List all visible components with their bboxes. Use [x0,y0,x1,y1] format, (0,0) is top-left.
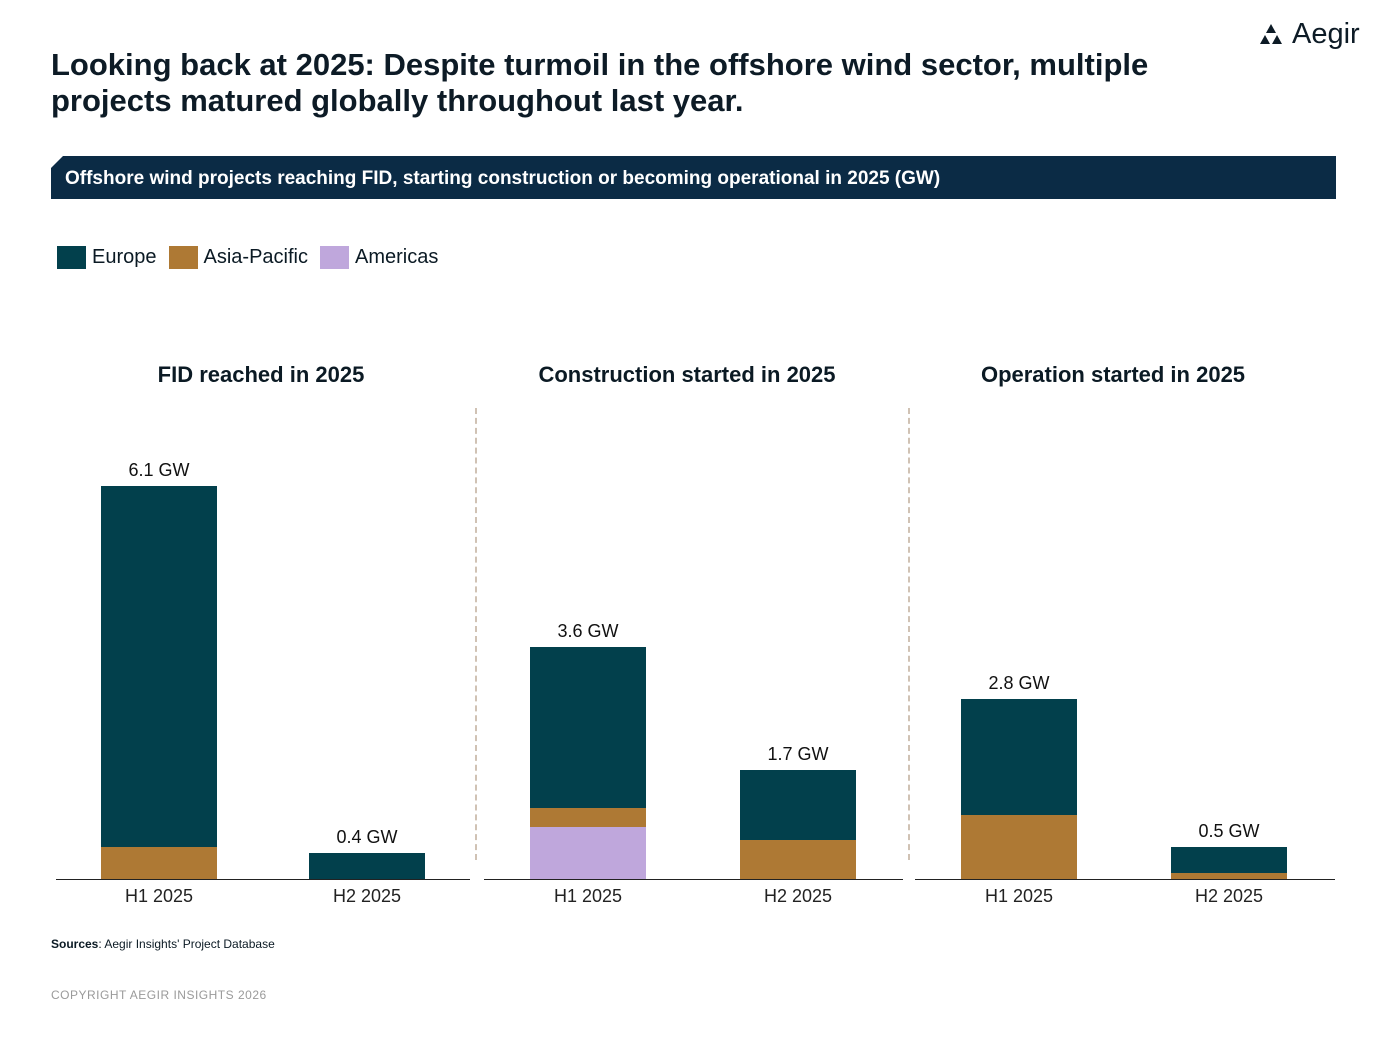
bar-segment-europe [101,486,217,847]
legend-label: Americas [354,246,439,268]
page-title: Looking back at 2025: Despite turmoil in… [51,47,1149,118]
x-tick-label: H1 2025 [553,886,623,906]
data-label: 0.5 GW [1198,820,1260,841]
data-label: 0.4 GW [336,827,398,848]
legend-item-europe: Europe [57,246,157,269]
x-axis-fid [56,879,470,880]
panel-title-construction: Construction started in 2025 [538,362,836,387]
logo-text: Aegir [1292,18,1360,50]
legend-swatch [319,246,349,269]
bar-segment-europe [740,769,856,841]
bar-segment-europe [309,853,425,879]
bar-segment-asia-pacific [740,840,856,879]
panel-title-operation: Operation started in 2025 [980,362,1246,387]
panel-divider [475,408,477,860]
bar-segment-europe [530,647,646,809]
bar-segment-asia-pacific [530,808,646,828]
legend-item-asia-pacific: Asia-Pacific [168,246,308,269]
bar-segment-asia-pacific [101,846,217,879]
legend-swatch [168,246,198,269]
bar-segment-europe [961,698,1077,815]
data-label: 1.7 GW [767,743,829,764]
legend-swatch [57,246,86,269]
legend: Europe Asia-Pacific Americas [57,246,438,269]
bar-segment-asia-pacific [961,814,1077,879]
panel-divider [908,408,910,860]
chart-title: Offshore wind projects reaching FID, sta… [65,168,941,189]
legend-item-americas: Americas [319,246,439,269]
aegir-logo: Aegir [1258,18,1360,51]
x-axis-construction [484,879,903,880]
x-tick-label: H1 2025 [124,886,194,906]
copyright: COPYRIGHT AEGIR INSIGHTS 2026 [51,988,267,1002]
sources-note: Sources: Aegir Insights' Project Databas… [51,937,275,951]
x-tick-label: H1 2025 [984,886,1054,906]
chart-title-banner: Offshore wind projects reaching FID, sta… [51,156,1336,199]
x-tick-label: H2 2025 [332,886,402,906]
x-tick-label: H2 2025 [1194,886,1264,906]
legend-label: Europe [92,246,157,268]
data-label: 3.6 GW [557,621,619,642]
bar-segment-americas [530,827,646,879]
x-axis-operation [915,879,1335,880]
bar-segment-asia-pacific [1171,872,1287,879]
sources-label: Sources [51,937,99,951]
x-tick-label: H2 2025 [763,886,833,906]
sources-text: : Aegir Insights' Project Database [98,937,275,951]
panel-title-fid: FID reached in 2025 [157,362,365,387]
data-label: 6.1 GW [128,460,190,481]
legend-label: Asia-Pacific [203,246,308,268]
logo-triangles-icon [1260,23,1282,44]
bar-segment-europe [1171,846,1287,873]
data-label: 2.8 GW [988,672,1050,693]
